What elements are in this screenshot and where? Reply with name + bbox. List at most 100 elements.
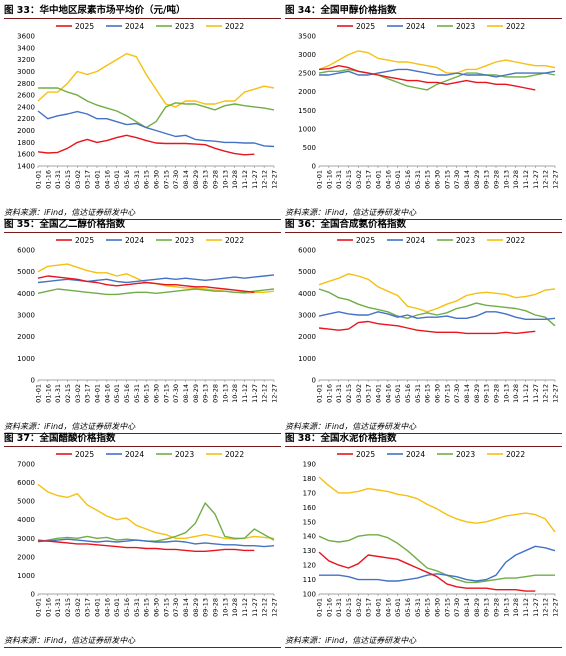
y-tick-label: 5000	[17, 268, 35, 276]
x-tick-label: 10-28	[512, 598, 520, 617]
x-tick-label: 09-28	[212, 598, 220, 617]
x-tick-label: 07-30	[172, 598, 180, 617]
x-tick-label: 04-16	[384, 598, 392, 617]
y-tick-label: 3000	[17, 535, 35, 543]
x-tick-label: 04-16	[384, 384, 392, 403]
x-tick-label: 11-27	[251, 170, 259, 189]
legend-label-2022: 2022	[506, 22, 525, 31]
x-tick-label: 10-13	[221, 384, 229, 403]
legend-label-2024: 2024	[406, 22, 425, 31]
line-chart: 2025 2024 2023 2022 0 500 1000 1500 2000 2500 3000…	[298, 22, 559, 189]
series-line-2025	[38, 540, 255, 553]
series-line-2024	[319, 68, 556, 78]
x-tick-label: 05-16	[404, 170, 412, 189]
y-tick-label: 130	[303, 547, 316, 555]
x-tick-label: 01-16	[325, 384, 333, 403]
x-tick-label: 02-15	[64, 170, 72, 189]
x-tick-label: 06-30	[434, 598, 442, 617]
x-tick-label: 01-31	[54, 384, 62, 403]
x-tick-label: 04-01	[94, 598, 102, 617]
x-tick-label: 01-31	[335, 384, 343, 403]
x-tick-label: 05-16	[404, 384, 412, 403]
x-tick-label: 08-29	[473, 170, 481, 189]
x-tick-label: 03-17	[84, 598, 92, 617]
x-tick-label: 07-30	[172, 170, 180, 189]
x-tick-label: 12-27	[271, 170, 279, 189]
line-chart: 2025 2024 2023 2022 100 110 120 130 140 150 160 170…	[303, 450, 560, 617]
x-tick-label: 01-01	[35, 598, 43, 617]
x-tick-label: 08-14	[463, 384, 471, 403]
x-tick-label: 09-13	[202, 384, 210, 403]
x-tick-label: 11-12	[241, 170, 249, 189]
chart-source: 资料来源：iFind，信达证券研发中心	[285, 634, 562, 648]
line-chart: 2025 2024 2023 2022 1400 1600 1800 2000 2200 2400…	[17, 22, 279, 189]
x-tick-label: 12-27	[271, 384, 279, 403]
x-tick-label: 08-29	[192, 598, 200, 617]
x-tick-label: 08-14	[182, 598, 190, 617]
x-tick-label: 03-02	[355, 384, 363, 403]
x-tick-label: 05-01	[394, 170, 402, 189]
series-line-2022	[37, 53, 275, 108]
legend-label-2024: 2024	[406, 236, 425, 245]
series-line-2023	[318, 534, 555, 584]
chart-source: 资料来源：iFind，信达证券研发中心	[4, 420, 281, 434]
x-tick-label: 12-27	[552, 598, 560, 617]
legend: 2025 2024 2023 2022	[337, 450, 525, 459]
x-tick-label: 05-31	[414, 598, 422, 617]
x-tick-label: 03-02	[355, 598, 363, 617]
y-tick-label: 110	[303, 576, 316, 584]
series-line-2022	[318, 476, 556, 533]
x-tick-label: 02-15	[345, 598, 353, 617]
x-tick-label: 03-17	[84, 384, 92, 403]
y-tick-label: 4000	[17, 516, 35, 524]
x-tick-label: 07-30	[172, 384, 180, 403]
x-tick-label: 01-31	[335, 598, 343, 617]
x-tick-label: 05-01	[113, 384, 121, 403]
x-tick-label: 09-13	[483, 384, 491, 403]
x-tick-label: 11-27	[251, 598, 259, 617]
x-tick-label: 07-30	[453, 384, 461, 403]
series-line-2024	[37, 538, 275, 548]
legend-label-2025: 2025	[356, 450, 375, 459]
x-tick-label: 03-02	[74, 384, 82, 403]
x-tick-label: 08-29	[192, 170, 200, 189]
x-tick-label: 06-30	[153, 598, 161, 617]
x-tick-label: 08-14	[182, 384, 190, 403]
x-tick-label: 05-31	[414, 384, 422, 403]
x-tick-label: 03-17	[365, 598, 373, 617]
x-tick-label: 03-02	[74, 598, 82, 617]
x-tick-label: 12-12	[542, 598, 550, 617]
x-tick-label: 05-31	[133, 170, 141, 189]
series-line-2025	[37, 134, 255, 156]
chart-title: 图 33：华中地区尿素市场平均价（元/吨）	[4, 4, 281, 19]
y-tick-label: 2200	[17, 115, 35, 123]
y-tick-label: 3400	[17, 44, 35, 52]
legend-label-2025: 2025	[356, 22, 375, 31]
chart-title: 图 36：全国合成氨价格指数	[285, 218, 562, 233]
y-tick-label: 1800	[17, 139, 35, 147]
y-tick-label: 190	[303, 461, 316, 469]
x-tick-label: 05-01	[394, 384, 402, 403]
x-tick-label: 05-31	[133, 384, 141, 403]
line-chart: 2025 2024 2023 2022 0 1000 2000 3000 4000 5000 600…	[17, 236, 279, 403]
y-tick-label: 140	[303, 533, 316, 541]
y-tick-label: 2000	[17, 553, 35, 561]
chart-source: 资料来源：iFind，信达证券研发中心	[285, 420, 562, 434]
x-tick-label: 08-14	[182, 170, 190, 189]
x-tick-label: 06-30	[153, 170, 161, 189]
x-tick-label: 07-15	[443, 170, 451, 189]
x-tick-label: 09-13	[483, 598, 491, 617]
y-tick-label: 1000	[17, 572, 35, 580]
legend: 2025 2024 2023 2022	[56, 22, 244, 31]
y-tick-label: 6000	[298, 247, 316, 255]
x-tick-label: 10-28	[512, 384, 520, 403]
x-tick-label: 04-01	[375, 384, 383, 403]
x-tick-label: 06-15	[143, 598, 151, 617]
line-chart: 2025 2024 2023 2022 0 1000 2000 3000 4000 5000 600…	[298, 236, 559, 403]
y-tick-label: 2500	[298, 70, 316, 78]
series-line-2025	[318, 65, 536, 91]
x-tick-label: 09-13	[202, 598, 210, 617]
chart-title: 图 34：全国甲醇价格指数	[285, 4, 562, 19]
x-tick-label: 02-15	[345, 384, 353, 403]
chart-source: 资料来源：iFind，信达证券研发中心	[4, 206, 281, 220]
